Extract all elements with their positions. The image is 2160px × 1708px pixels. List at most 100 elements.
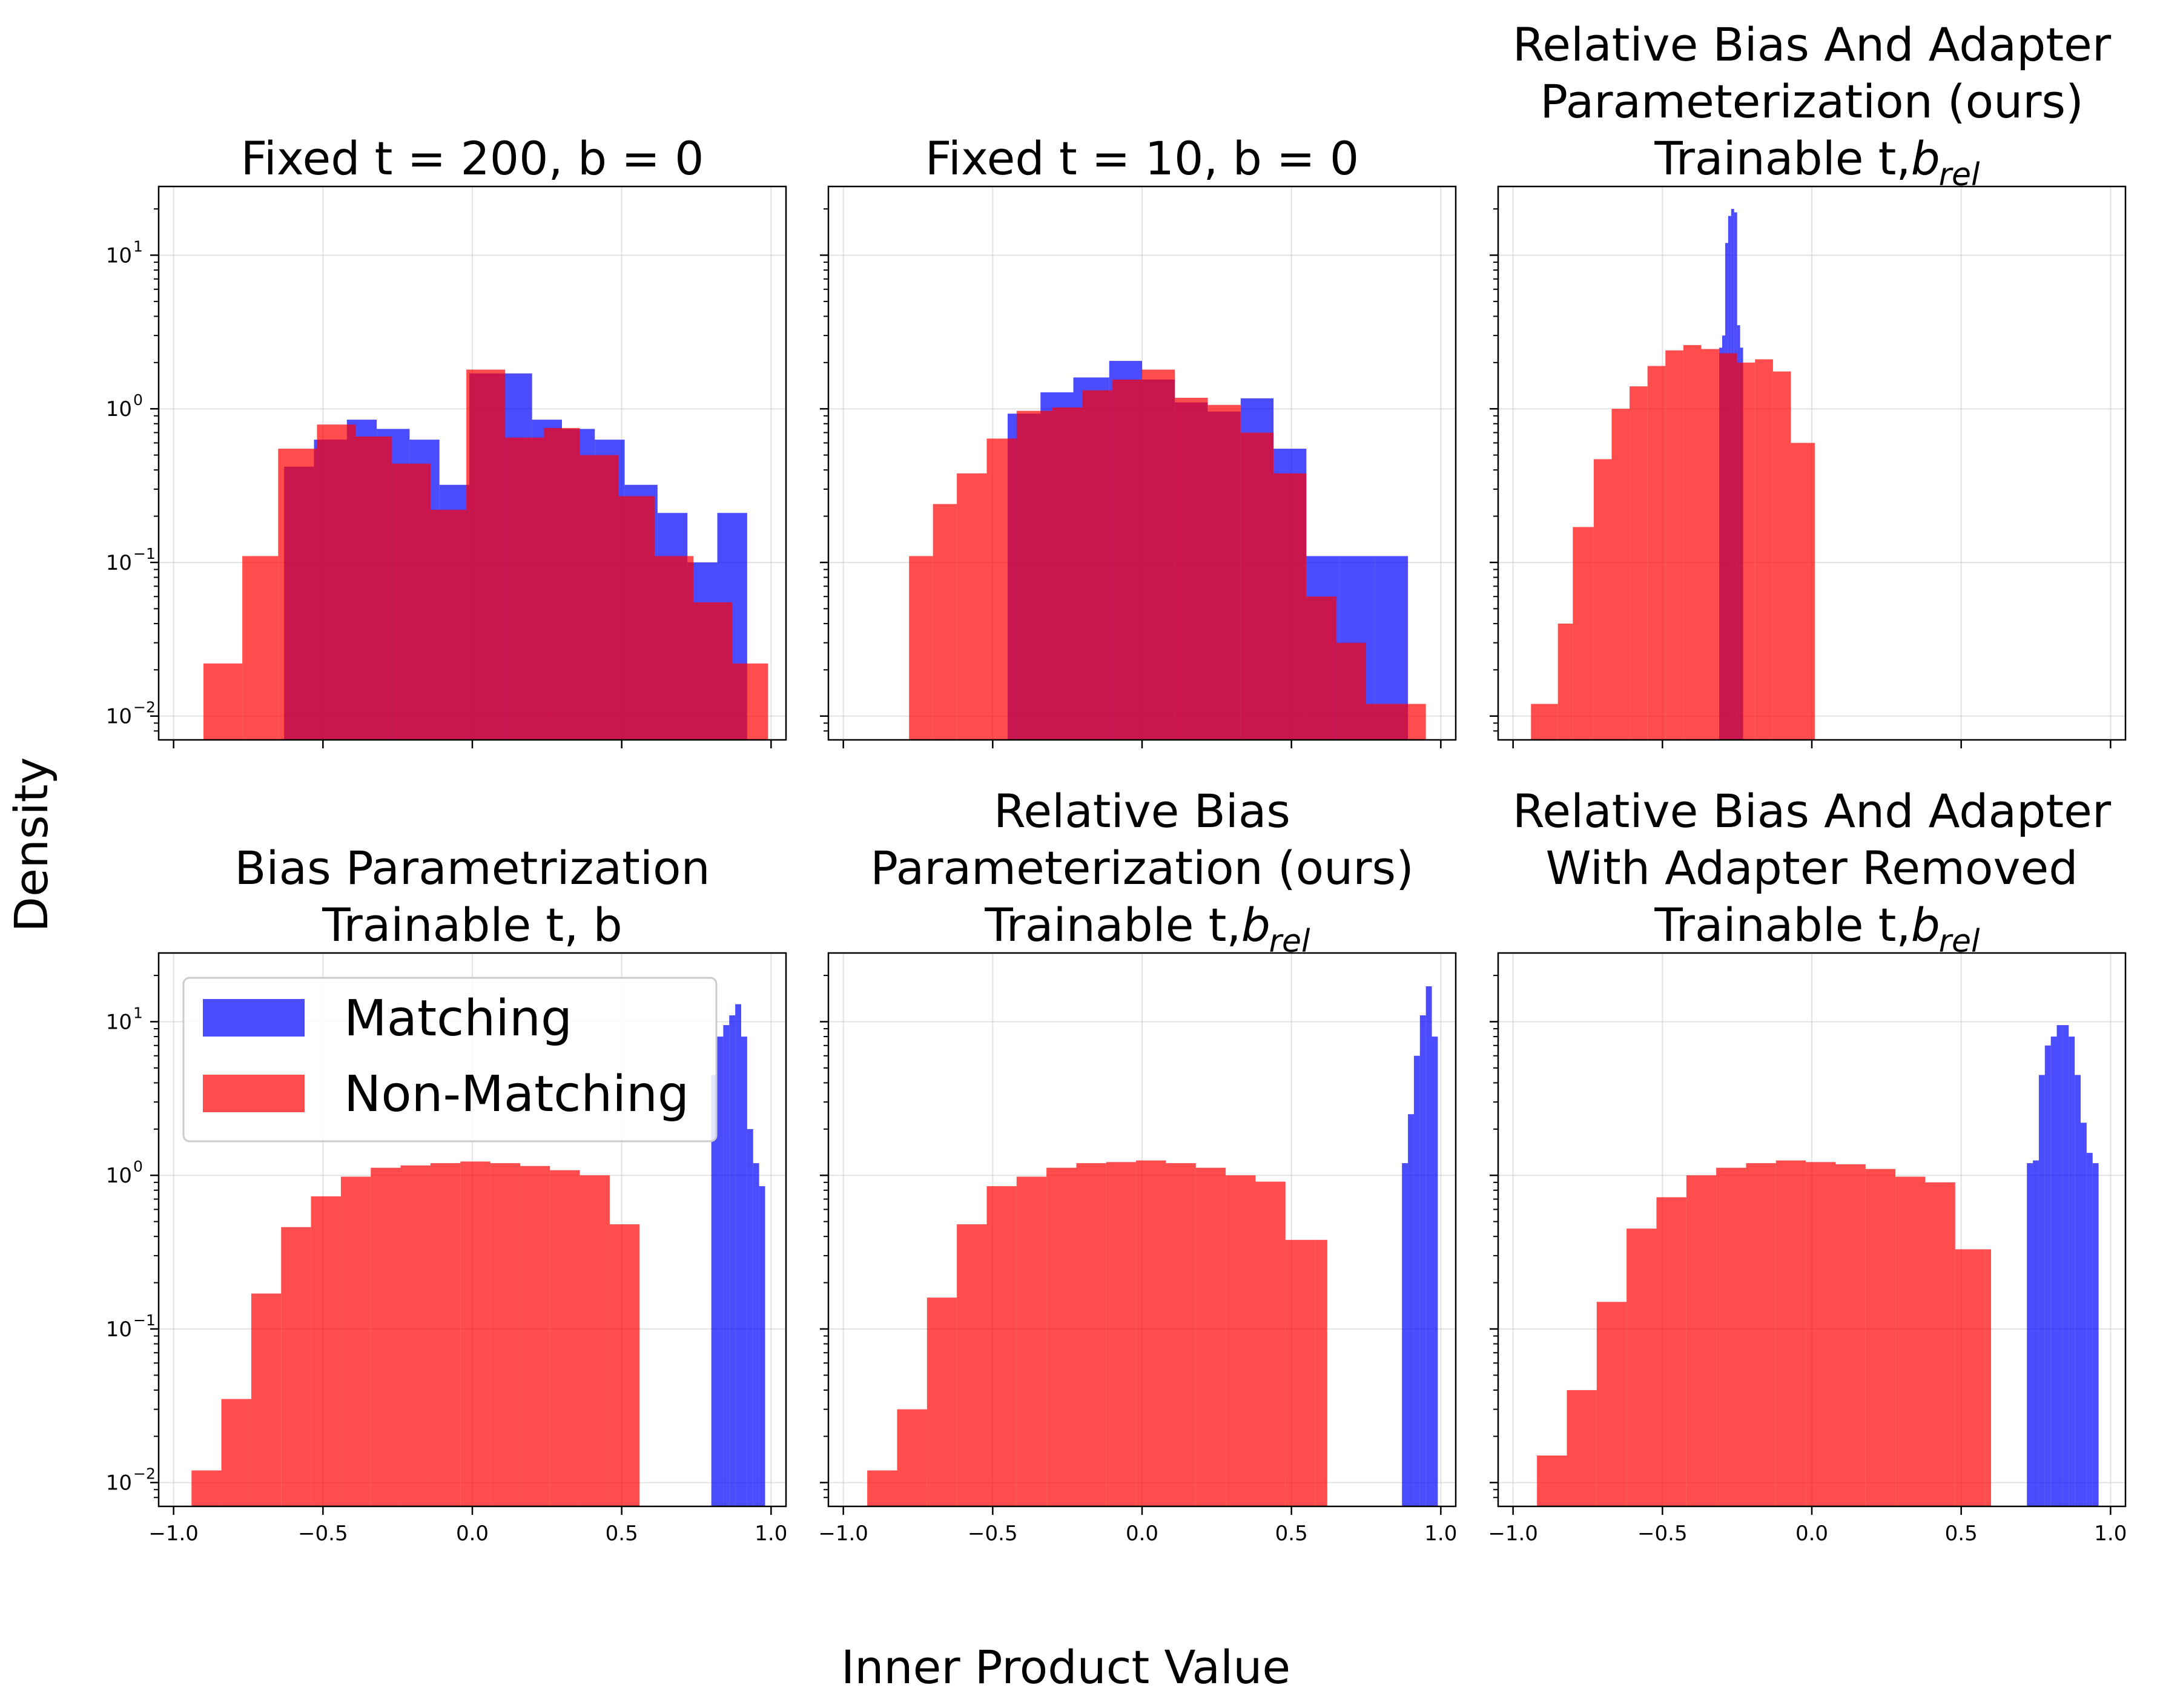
panel-title-subscript: rel (1939, 923, 1980, 960)
y-axis-label: Density (4, 757, 58, 932)
histogram-bar (609, 1224, 640, 1506)
x-tick-label: 0.5 (1945, 1522, 1978, 1546)
series-matching (711, 1004, 765, 1506)
histogram-bar (1627, 1228, 1657, 1506)
series-matching (1402, 986, 1438, 1506)
histogram-bar (1701, 349, 1720, 740)
histogram-bar (2038, 1075, 2045, 1506)
histogram-bar (1531, 704, 1558, 740)
histogram-bar (1686, 1175, 1717, 1506)
histogram-bar (1166, 1163, 1196, 1506)
x-axis-label: Inner Product Value (841, 1640, 1290, 1694)
histogram-bar (221, 1399, 251, 1506)
histogram-bar (550, 1170, 580, 1506)
histogram-bar (191, 1470, 222, 1506)
y-tick-label: 10 (106, 1471, 132, 1495)
histogram-bar (580, 455, 619, 740)
histogram-bar (711, 1075, 718, 1506)
series-non-matching (191, 1161, 640, 1506)
histogram-bar (1273, 473, 1307, 740)
histogram-bar (1593, 459, 1612, 740)
histogram-bar (1557, 623, 1573, 740)
x-tick-label: −0.5 (1637, 1522, 1688, 1546)
histogram-bar (1865, 1169, 1896, 1506)
histogram-bar (1755, 359, 1773, 740)
histogram-bar (1052, 407, 1083, 740)
y-tick-exponent: 1 (133, 237, 143, 255)
histogram-bar (1746, 1163, 1776, 1506)
series-non-matching (203, 369, 768, 740)
histogram-bar (490, 1163, 520, 1506)
panel-title-line: Fixed t = 10, b = 0 (925, 131, 1359, 185)
histogram-bar (1315, 1239, 1327, 1506)
panel-title-line: Trainable t, b (322, 898, 623, 952)
panel-title-line: Relative Bias (994, 784, 1290, 838)
panel-title-line: Parameterization (ours) (870, 841, 1414, 895)
histogram-bar (1425, 986, 1432, 1506)
x-tick-label: 0.5 (1275, 1522, 1308, 1546)
histogram-bar (1402, 1163, 1409, 1506)
histogram-bar (1226, 1175, 1256, 1506)
histogram-bar (242, 556, 279, 740)
histogram-bar (355, 436, 392, 740)
histogram-bar (1737, 362, 1755, 740)
panel-title-line: With Adapter Removed (1545, 841, 2078, 895)
x-tick-label: 0.0 (456, 1522, 489, 1546)
histogram-bar (430, 510, 467, 740)
panel-title-symbol: b (1911, 898, 1940, 952)
series-non-matching (1537, 1160, 1991, 1506)
x-tick-label: −1.0 (1488, 1522, 1538, 1546)
histogram-bar (1647, 366, 1666, 740)
panel-title-line: Trainable t, (1654, 898, 1911, 952)
panel-title-line: Relative Bias And Adapter (1513, 18, 2112, 71)
histogram-bar (723, 1025, 730, 1506)
panel-title-line: Trainable t, (1654, 131, 1911, 185)
histogram-bar (1082, 390, 1112, 740)
x-tick-label: 0.5 (606, 1522, 638, 1546)
y-tick-label: 10 (106, 397, 132, 421)
histogram-bar (2063, 1025, 2069, 1506)
y-tick-label: 10 (106, 551, 132, 575)
histogram-bar (897, 1409, 927, 1506)
histogram-bar (867, 1470, 897, 1506)
histogram-bar (1791, 443, 1815, 740)
histogram-bar (1955, 1249, 1986, 1506)
histogram-bar (1835, 1164, 1866, 1506)
x-tick-label: 0.0 (1126, 1522, 1158, 1546)
histogram-bar (391, 463, 431, 740)
histogram-bar (717, 1037, 724, 1506)
histogram-bar (926, 1297, 957, 1506)
panel-title-symbol: b (1241, 898, 1270, 952)
histogram-bar (1683, 345, 1702, 740)
panel-title-line: Relative Bias And Adapter (1513, 784, 2112, 838)
y-tick-exponent: 0 (133, 391, 143, 409)
histogram-bar (2092, 1163, 2099, 1506)
panel-3: Relative Bias And AdapterParameterizatio… (1490, 18, 2127, 748)
histogram-bar (1775, 1160, 1806, 1506)
legend-frame (182, 977, 718, 1143)
histogram-bar (1573, 527, 1594, 740)
histogram-bar (2033, 1160, 2039, 1506)
histogram-bar (311, 1196, 341, 1506)
panel-5: −1.0 −0.5 0.0 0.5 1.0 Relative BiasParameteri… (818, 784, 1457, 1546)
histogram-bar (1413, 1055, 1420, 1506)
histogram-bar (1716, 1167, 1746, 1506)
histogram-bar (466, 369, 506, 740)
histogram-bar (1255, 1181, 1286, 1506)
histogram-bar (753, 1163, 759, 1506)
histogram-bar (1806, 1162, 1836, 1506)
histogram-bar (1016, 411, 1052, 740)
panel-title-symbol: b (1911, 131, 1940, 185)
histogram-bar (1719, 353, 1737, 740)
histogram-bar (278, 449, 317, 740)
histogram-bar (2027, 1163, 2033, 1506)
panel-6: −1.0 −0.5 0.0 0.5 1.0 Relative Bias And Adapt… (1488, 784, 2127, 1546)
histogram-bar (747, 1129, 753, 1506)
histogram-bar (1207, 404, 1241, 740)
histogram-bar (957, 473, 987, 740)
panel-2: Fixed t = 10, b = 0 (820, 131, 1457, 748)
histogram-bar (654, 556, 694, 740)
histogram-bar (1306, 596, 1336, 740)
